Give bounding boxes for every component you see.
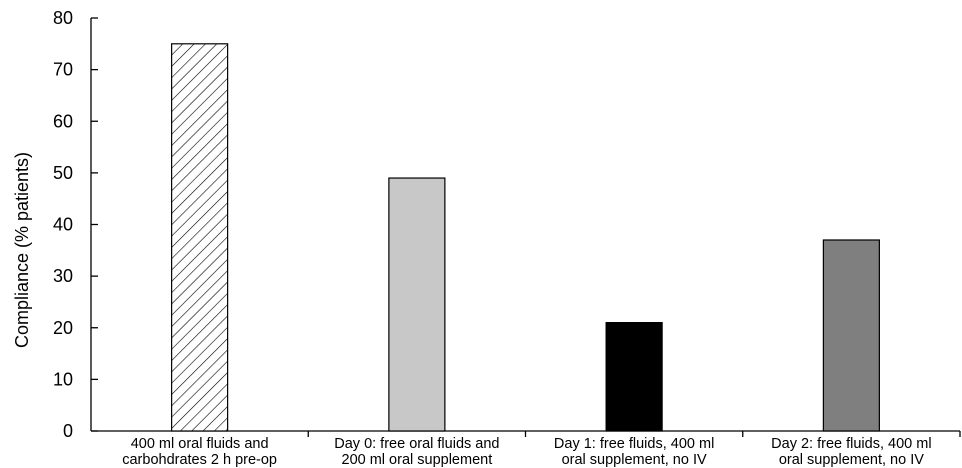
bar-4 <box>822 239 880 432</box>
y-tick-label: 50 <box>53 163 73 183</box>
y-tick-label: 0 <box>63 421 73 441</box>
axes: 0 10 20 30 40 50 60 70 80 <box>53 8 961 441</box>
x-tick-label: Day 2: free fluids, 400 ml <box>771 436 931 452</box>
bar-3 <box>605 321 663 432</box>
x-tick-label: carbohdrates 2 h pre-op <box>122 452 277 468</box>
bar-1 <box>171 43 229 432</box>
y-tick-label: 10 <box>53 369 73 389</box>
y-tick-label: 70 <box>53 60 73 80</box>
y-tick-label: 30 <box>53 266 73 286</box>
y-tick-label: 20 <box>53 318 73 338</box>
bar-2 <box>388 177 446 432</box>
x-tick-label: Day 0: free oral fluids and <box>334 436 499 452</box>
bars <box>171 43 880 432</box>
y-tick-label: 60 <box>53 111 73 131</box>
x-tick-label: 400 ml oral fluids and <box>131 436 269 452</box>
x-tick-label: Day 1: free fluids, 400 ml <box>554 436 714 452</box>
x-tick-label: oral supplement, no IV <box>779 452 924 468</box>
y-axis-title: Compliance (% patients) <box>12 152 32 348</box>
y-tick-label: 40 <box>53 215 73 235</box>
x-tick-label: oral supplement, no IV <box>562 452 707 468</box>
x-tick-label: 200 ml oral supplement <box>342 452 493 468</box>
y-tick-label: 80 <box>53 8 73 28</box>
